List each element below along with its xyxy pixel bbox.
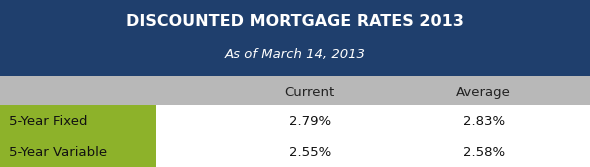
Text: Current: Current [284,87,335,99]
Bar [0,76,590,105]
Text: 5-Year Fixed: 5-Year Fixed [9,115,87,128]
Text: 5-Year Variable: 5-Year Variable [9,146,107,159]
Text: 2.58%: 2.58% [463,146,505,159]
Text: 2.55%: 2.55% [289,146,331,159]
Text: 2.83%: 2.83% [463,115,505,128]
Text: As of March 14, 2013: As of March 14, 2013 [225,48,365,61]
Bar [0,0,590,76]
Text: DISCOUNTED MORTGAGE RATES 2013: DISCOUNTED MORTGAGE RATES 2013 [126,14,464,29]
Text: Average: Average [456,87,512,99]
Text: 2.79%: 2.79% [289,115,331,128]
Bar [0,105,156,167]
